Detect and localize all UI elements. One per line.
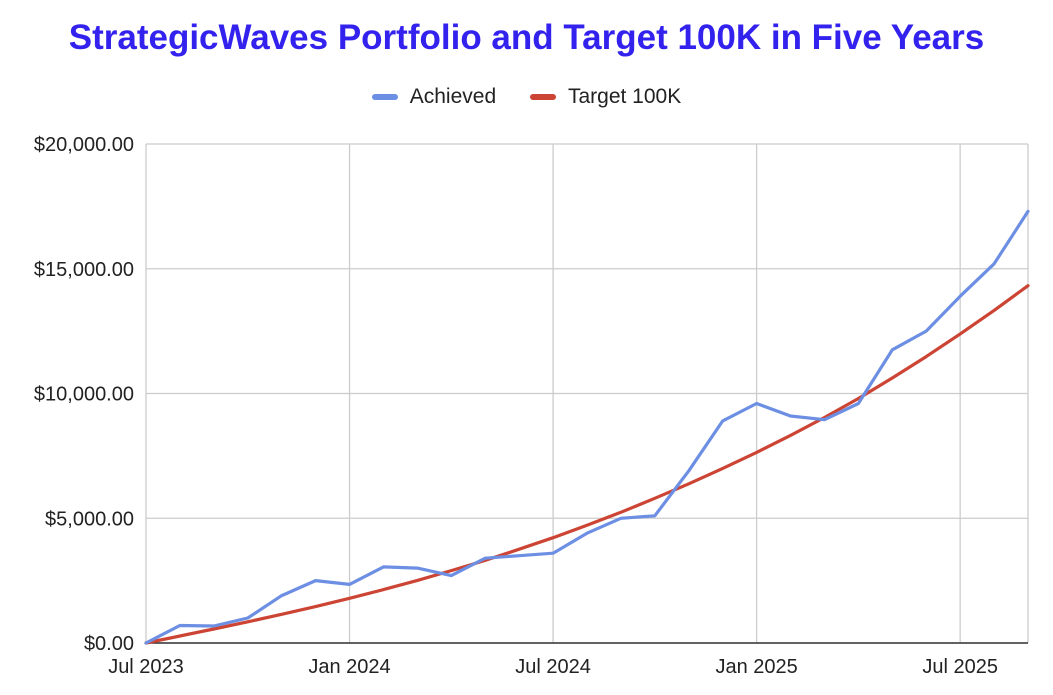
x-tick-label: Jul 2024 — [515, 656, 591, 678]
legend-swatch-target — [529, 94, 556, 100]
x-tick-label: Jul 2023 — [108, 656, 184, 678]
legend-item-achieved[interactable]: Achieved — [371, 85, 497, 109]
x-tick-label: Jan 2024 — [308, 656, 390, 678]
legend-label-target: Target 100K — [567, 85, 682, 108]
legend-item-target[interactable]: Target 100K — [529, 85, 682, 109]
series-line-target[interactable] — [144, 284, 1030, 645]
y-axis-tick-labels: $0.00 $5,000.00 $10,000.00 $15,000.00 $20,00… — [34, 134, 134, 655]
legend-label-achieved: Achieved — [409, 85, 497, 108]
series-line-achieved[interactable] — [144, 209, 1030, 645]
chart-title: StrategicWaves Portfolio and Target 100K… — [68, 18, 985, 57]
x-tick-label: Jul 2025 — [922, 656, 998, 678]
y-tick-label: $15,000.00 — [34, 259, 134, 281]
x-tick-label: Jan 2025 — [715, 656, 797, 678]
gridlines — [145, 143, 1029, 644]
y-tick-label: $5,000.00 — [45, 508, 134, 530]
x-axis-tick-labels: Jul 2023 Jan 2024 Jul 2024 Jan 2025 Jul 2025 — [108, 656, 998, 678]
legend-swatch-achieved — [371, 94, 398, 100]
y-tick-label: $10,000.00 — [34, 384, 134, 406]
y-tick-label: $20,000.00 — [34, 134, 134, 156]
y-tick-label: $0.00 — [84, 633, 134, 655]
legend: Achieved Target 100K — [0, 82, 1053, 109]
series-lines — [144, 209, 1030, 645]
